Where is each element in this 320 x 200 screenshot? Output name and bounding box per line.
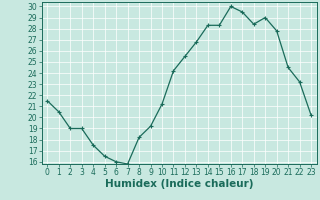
X-axis label: Humidex (Indice chaleur): Humidex (Indice chaleur) bbox=[105, 179, 253, 189]
